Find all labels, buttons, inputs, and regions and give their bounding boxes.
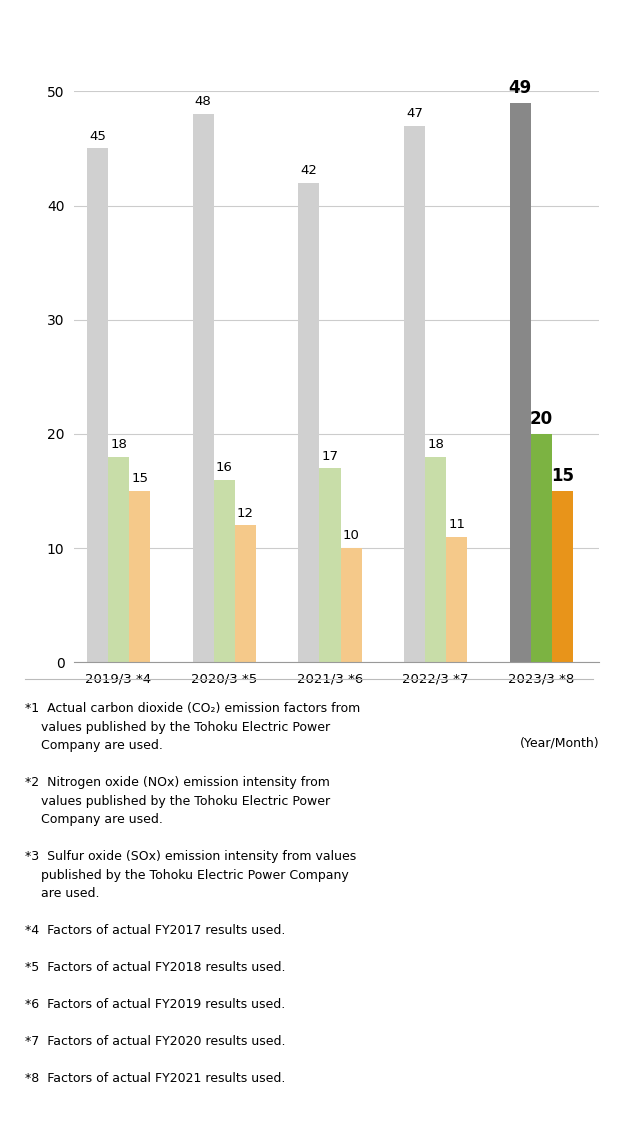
- Bar: [108, 457, 129, 662]
- Text: 49: 49: [509, 79, 532, 97]
- Bar: [341, 548, 362, 662]
- Bar: [193, 114, 214, 662]
- Text: 47: 47: [406, 107, 423, 120]
- Bar: [425, 457, 446, 662]
- Text: 18: 18: [427, 439, 444, 451]
- Bar: [552, 491, 573, 662]
- Text: 12: 12: [237, 507, 254, 520]
- Text: 18: 18: [110, 439, 127, 451]
- Bar: [446, 537, 467, 662]
- Bar: [404, 126, 425, 662]
- Bar: [214, 480, 235, 662]
- Text: *1  Actual carbon dioxide (CO₂) emission factors from
    values published by th: *1 Actual carbon dioxide (CO₂) emission …: [25, 702, 360, 1085]
- Text: (Year/Month): (Year/Month): [520, 737, 599, 749]
- Text: 48: 48: [195, 96, 211, 108]
- Text: 16: 16: [216, 461, 233, 474]
- Bar: [235, 525, 256, 662]
- Text: 10: 10: [342, 530, 360, 542]
- Text: 15: 15: [551, 467, 574, 485]
- Text: 45: 45: [89, 130, 106, 143]
- Text: 15: 15: [131, 473, 148, 485]
- Bar: [320, 468, 341, 662]
- Text: 20: 20: [530, 410, 553, 428]
- Text: 17: 17: [321, 450, 339, 463]
- Text: 11: 11: [448, 518, 465, 531]
- Bar: [531, 434, 552, 662]
- Bar: [510, 103, 531, 662]
- Text: 42: 42: [300, 164, 317, 177]
- Bar: [87, 148, 108, 662]
- Bar: [129, 491, 150, 662]
- Bar: [298, 183, 320, 662]
